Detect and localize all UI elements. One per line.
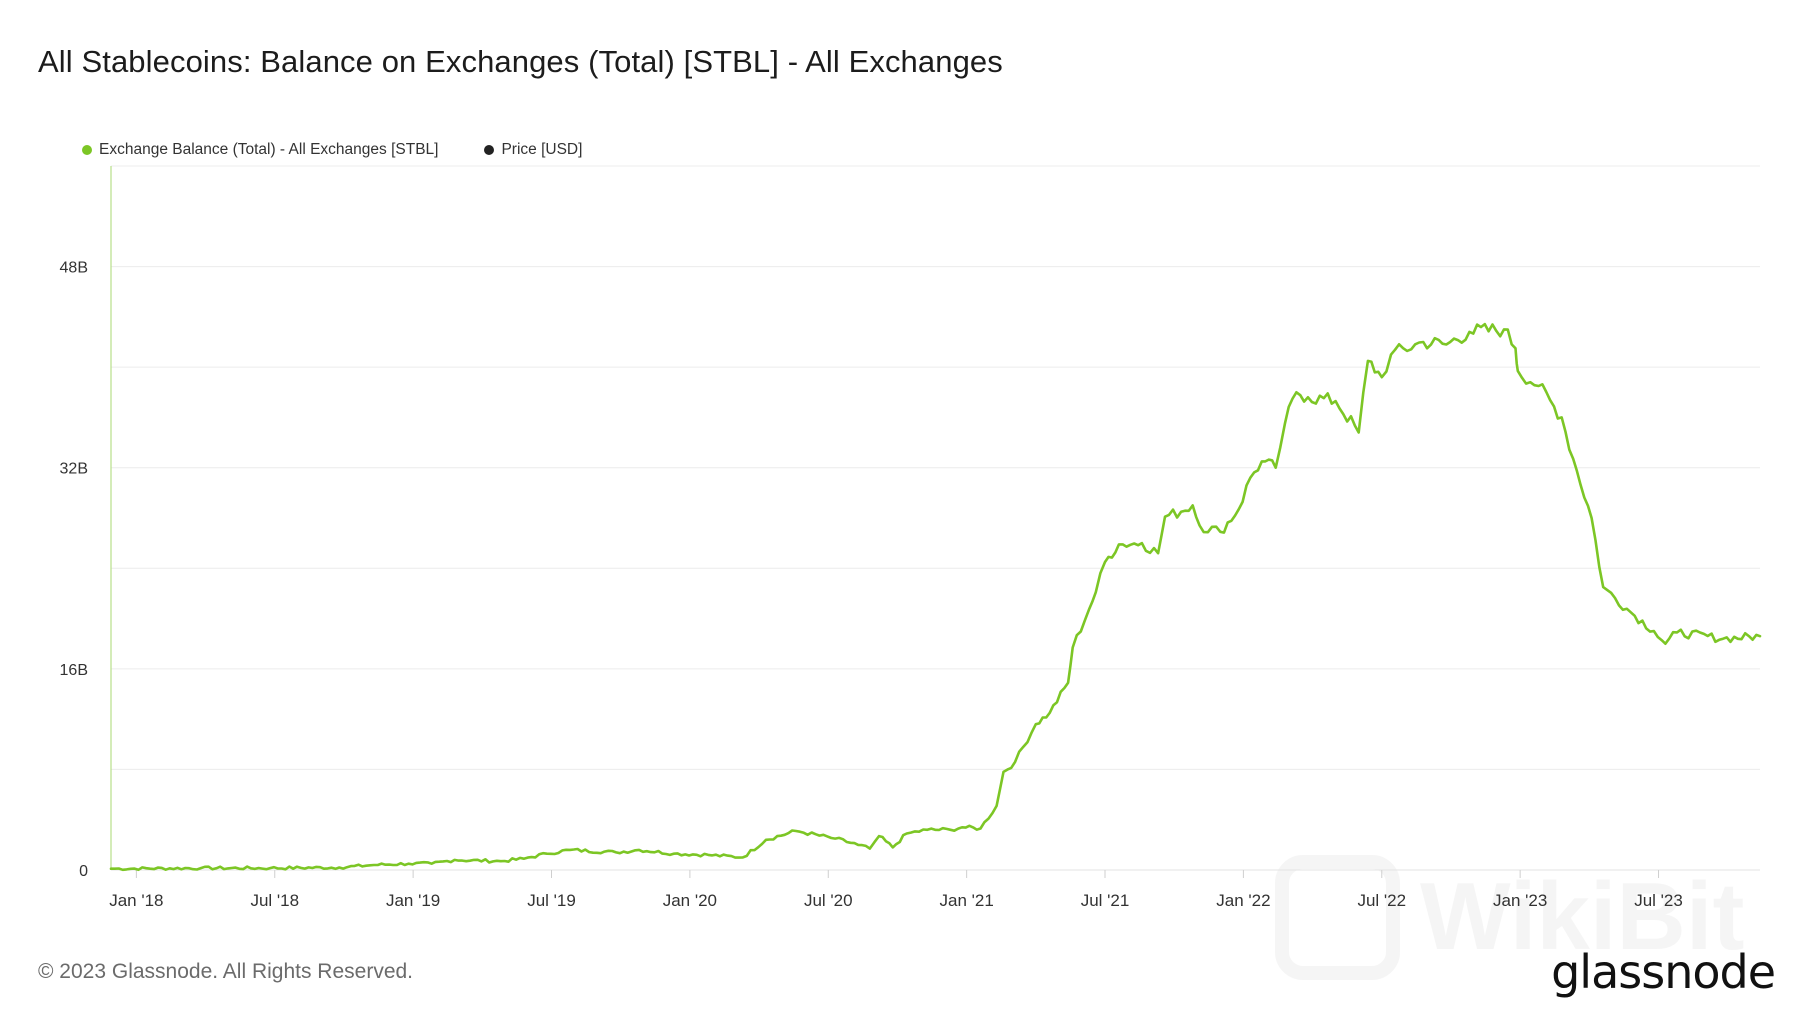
glassnode-logo: glassnode — [1551, 945, 1776, 999]
y-tick-label: 0 — [79, 863, 88, 880]
x-tick-label: Jul '22 — [1357, 891, 1406, 910]
x-tick-label: Jul '21 — [1081, 891, 1130, 910]
x-tick-label: Jul '19 — [527, 891, 576, 910]
watermark-text: WikiBit — [1420, 863, 1745, 970]
x-tick-label: Jan '22 — [1216, 891, 1270, 910]
y-tick-label: 48B — [60, 260, 88, 277]
y-tick-label: 16B — [60, 662, 88, 679]
legend-label-price: Price [USD] — [501, 141, 583, 158]
x-tick-label: Jan '23 — [1493, 891, 1547, 910]
x-tick-label: Jan '19 — [386, 891, 440, 910]
legend-item-exchange-balance[interactable]: Exchange Balance (Total) - All Exchanges… — [82, 141, 438, 159]
legend-item-price[interactable]: Price [USD] — [484, 141, 582, 159]
chart-title: All Stablecoins: Balance on Exchanges (T… — [38, 44, 1003, 79]
line-chart[interactable]: 0 16B 32B 48B Jan '18 Jul '18 Jan '19 Jul '19 Ja… — [0, 0, 1800, 930]
series-line-exchange-balance — [109, 322, 1762, 872]
x-tick-label: Jan '18 — [109, 891, 163, 910]
x-tick-label: Jan '21 — [939, 891, 993, 910]
x-tick-label: Jul '23 — [1634, 891, 1683, 910]
x-tick-label: Jan '20 — [663, 891, 717, 910]
legend-dot-price — [484, 145, 495, 155]
x-tick-label: Jul '20 — [804, 891, 853, 910]
y-tick-label: 32B — [60, 461, 88, 478]
legend-label-exchange-balance: Exchange Balance (Total) - All Exchanges… — [99, 141, 439, 158]
copyright-footer: © 2023 Glassnode. All Rights Reserved. — [38, 960, 414, 983]
legend-dot-exchange-balance — [82, 145, 92, 155]
watermark-logo-icon — [1275, 855, 1400, 980]
x-tick-label: Jul '18 — [250, 891, 299, 910]
chart-legend: Exchange Balance (Total) - All Exchanges… — [82, 141, 628, 159]
